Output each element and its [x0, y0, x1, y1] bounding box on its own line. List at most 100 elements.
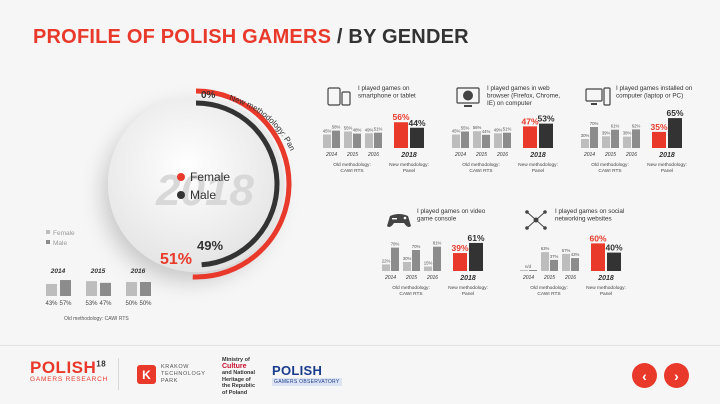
footer-divider: [0, 345, 720, 346]
old-male-value: 62%: [632, 123, 641, 128]
moc-line2: Culture: [222, 362, 247, 370]
male-value: 49%: [197, 238, 223, 253]
old-year-label: 2016: [564, 275, 576, 281]
old-male-bar: [332, 130, 340, 148]
new-male-value: 44%: [408, 118, 425, 128]
old-gender-note: Old methodology: CAWI RTS: [64, 316, 129, 322]
old-female-bar: [403, 262, 411, 271]
social-network-icon: [525, 210, 547, 230]
new-methodology-sub: Panel: [532, 168, 544, 174]
old-male-bar: [503, 132, 511, 148]
new-female-bar: [453, 253, 467, 271]
new-male-value: 61%: [467, 233, 484, 243]
old-female-bar: [473, 131, 481, 148]
old-male-value: 44%: [482, 129, 491, 134]
prev-slide-button[interactable]: ‹: [632, 363, 657, 388]
old-male-value: 61%: [611, 124, 620, 129]
new-year-label: 2018: [459, 275, 476, 282]
old-methodology-note: Old methodology:: [392, 285, 430, 291]
activity-panel: I played games on social networking websi…: [520, 208, 626, 297]
ktp-line3: PARK: [161, 378, 178, 384]
new-year-label: 2018: [529, 152, 546, 159]
old-female-value: 22%: [382, 258, 391, 263]
old-male-value: 78%: [391, 242, 400, 247]
old-male-bar: [100, 282, 111, 296]
old-female-bar: [126, 282, 137, 296]
moc-line1: Ministry of: [222, 357, 250, 363]
old-year-label: 2014: [522, 275, 534, 281]
old-methodology-note: Old methodology:: [530, 285, 568, 291]
new-male-bar: [607, 252, 621, 271]
old-female-bar: [382, 264, 390, 271]
old-male-bar: [353, 133, 361, 148]
female-label: Female: [190, 170, 230, 184]
old-male-bar: [529, 270, 537, 271]
new-methodology-sub: Panel: [661, 168, 673, 174]
old-female-value: 30%: [581, 133, 590, 138]
old-year-label: 2015: [405, 275, 417, 281]
activity-panel: I played games on video game console 22% 78…: [382, 208, 488, 297]
legend-female-swatch: [46, 230, 50, 234]
old-male-bar: [590, 127, 598, 148]
legend-male-text: Male: [53, 240, 67, 247]
panel-title: I played games installed on computer (lap…: [616, 85, 693, 100]
old-methodology-note: Old methodology:: [462, 162, 500, 168]
old-year-label: 2015: [90, 268, 106, 275]
old-male-bar: [391, 247, 399, 271]
old-female-bar: [365, 133, 373, 148]
old-year-label: 2016: [426, 275, 438, 281]
new-methodology-sub: Panel: [462, 291, 474, 297]
old-male-value: 51%: [374, 127, 383, 132]
new-female-bar: [394, 122, 408, 148]
new-male-bar: [469, 242, 483, 271]
old-methodology-sub: CAWI RTS: [399, 291, 422, 297]
new-female-value: 47%: [521, 116, 538, 126]
old-female-value: 53%: [85, 301, 98, 307]
new-male-bar: [410, 127, 424, 148]
next-slide-button[interactable]: ›: [664, 363, 689, 388]
old-male-bar: [433, 246, 441, 271]
male-dot: [177, 191, 185, 199]
old-female-value: 63%: [541, 246, 550, 251]
new-male-bar: [539, 123, 553, 148]
old-methodology-note: Old methodology:: [333, 162, 371, 168]
old-year-label: 2015: [346, 152, 358, 158]
old-female-bar: [581, 139, 589, 148]
old-female-value: 39%: [602, 130, 611, 135]
new-female-bar: [652, 131, 666, 148]
old-year-label: 2016: [130, 268, 146, 275]
moc-line6: of Poland: [222, 389, 248, 396]
old-female-bar: [424, 266, 432, 271]
old-female-value: 55%: [344, 126, 353, 131]
old-male-bar: [550, 259, 558, 271]
new-male-value: 53%: [537, 114, 554, 124]
old-male-value: 70%: [590, 121, 599, 126]
old-male-value: 58%: [332, 125, 341, 130]
chevron-right-icon: ›: [674, 367, 679, 384]
old-female-value: 45%: [452, 129, 461, 134]
legend-female-text: Female: [53, 230, 75, 237]
desktop-computer-icon: [585, 87, 611, 106]
old-male-value: 37%: [550, 254, 559, 259]
old-male-value: 43%: [571, 252, 580, 257]
old-male-value: 48%: [353, 128, 362, 133]
old-female-bar: [452, 134, 460, 148]
old-gender-chart: Female Male 2014 43% 57% 2015 53% 47% 2016 50% 5…: [45, 230, 152, 322]
old-male-bar: [482, 134, 490, 148]
old-methodology-sub: CAWI RTS: [469, 168, 492, 174]
old-methodology-note: Old methodology:: [591, 162, 629, 168]
old-female-bar: [323, 134, 331, 148]
new-male-bar: [668, 118, 682, 148]
old-male-bar: [60, 280, 71, 296]
pgo-main: POLISH: [272, 363, 323, 378]
new-methodology-note: New methodology:: [518, 162, 558, 168]
ktp-line2: TECHNOLOGY: [161, 371, 206, 377]
chevron-left-icon: ‹: [642, 367, 647, 384]
ktp-mark: K: [137, 365, 156, 384]
new-female-bar: [523, 126, 537, 148]
moc-line5: the Republic: [222, 383, 256, 389]
new-male-value: 65%: [666, 108, 683, 118]
new-methodology-sub: Panel: [600, 291, 612, 297]
donut-disk: [108, 96, 284, 272]
